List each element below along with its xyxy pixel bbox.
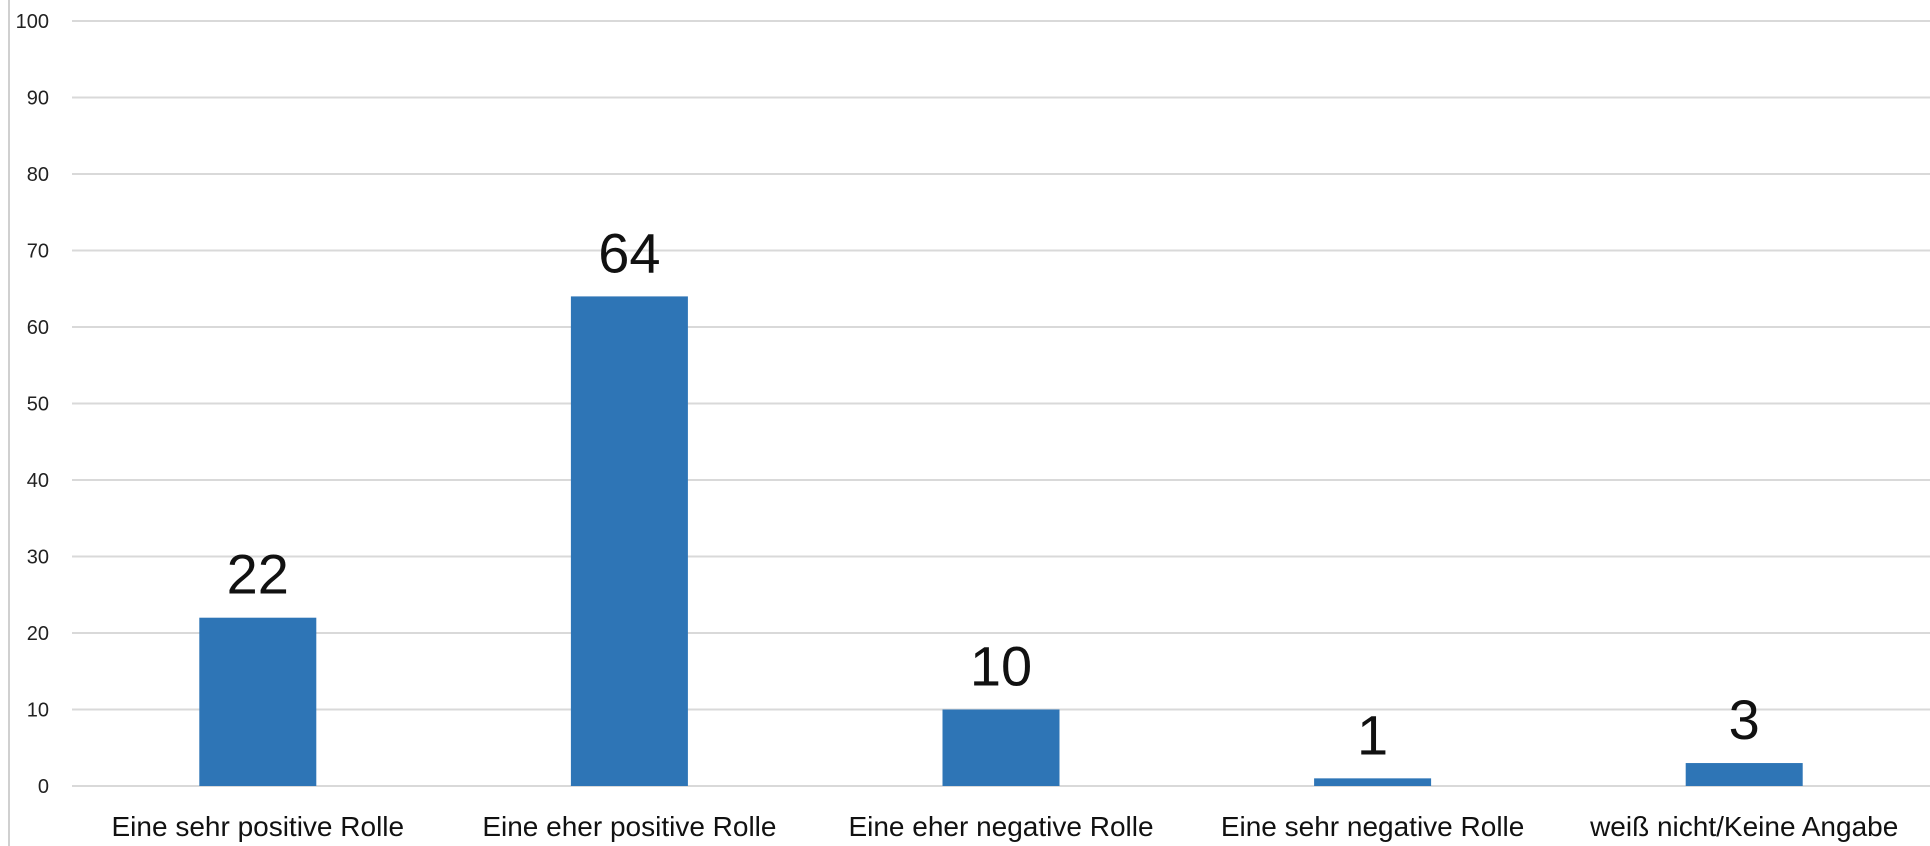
y-tick-label: 10 (27, 700, 49, 722)
y-tick-label: 50 (27, 394, 49, 416)
y-tick-label: 0 (38, 776, 49, 798)
y-tick-label: 100 (16, 11, 49, 33)
bar (1685, 763, 1803, 786)
y-axis-tick-labels: 0 10 20 30 40 50 60 70 80 90 100 (16, 11, 49, 798)
y-tick-label: 20 (27, 623, 49, 645)
data-label: 22 (227, 543, 289, 606)
y-tick-label: 30 (27, 547, 49, 569)
data-labels: 22 64 10 1 3 (227, 221, 1760, 766)
category-label: weiß nicht/Keine Angabe (1589, 811, 1898, 842)
y-tick-label: 60 (27, 317, 49, 339)
y-tick-label: 40 (27, 470, 49, 492)
category-label: Eine eher negative Rolle (848, 811, 1153, 842)
category-label: Eine eher positive Rolle (482, 811, 776, 842)
data-label: 64 (598, 221, 660, 284)
bar (1314, 778, 1432, 786)
category-label: Eine sehr positive Rolle (112, 811, 405, 842)
y-tick-label: 70 (27, 241, 49, 263)
bar (570, 296, 688, 786)
data-label: 3 (1729, 688, 1760, 751)
data-label: 10 (970, 635, 1032, 698)
data-label: 1 (1357, 703, 1388, 766)
y-tick-label: 80 (27, 164, 49, 186)
y-tick-label: 90 (27, 88, 49, 110)
bar (942, 709, 1060, 786)
category-labels: Eine sehr positive Rolle Eine eher positi… (112, 811, 1899, 842)
gridlines (72, 20, 1930, 787)
bar (199, 617, 317, 786)
bars (199, 296, 1803, 786)
category-label: Eine sehr negative Rolle (1221, 811, 1525, 842)
